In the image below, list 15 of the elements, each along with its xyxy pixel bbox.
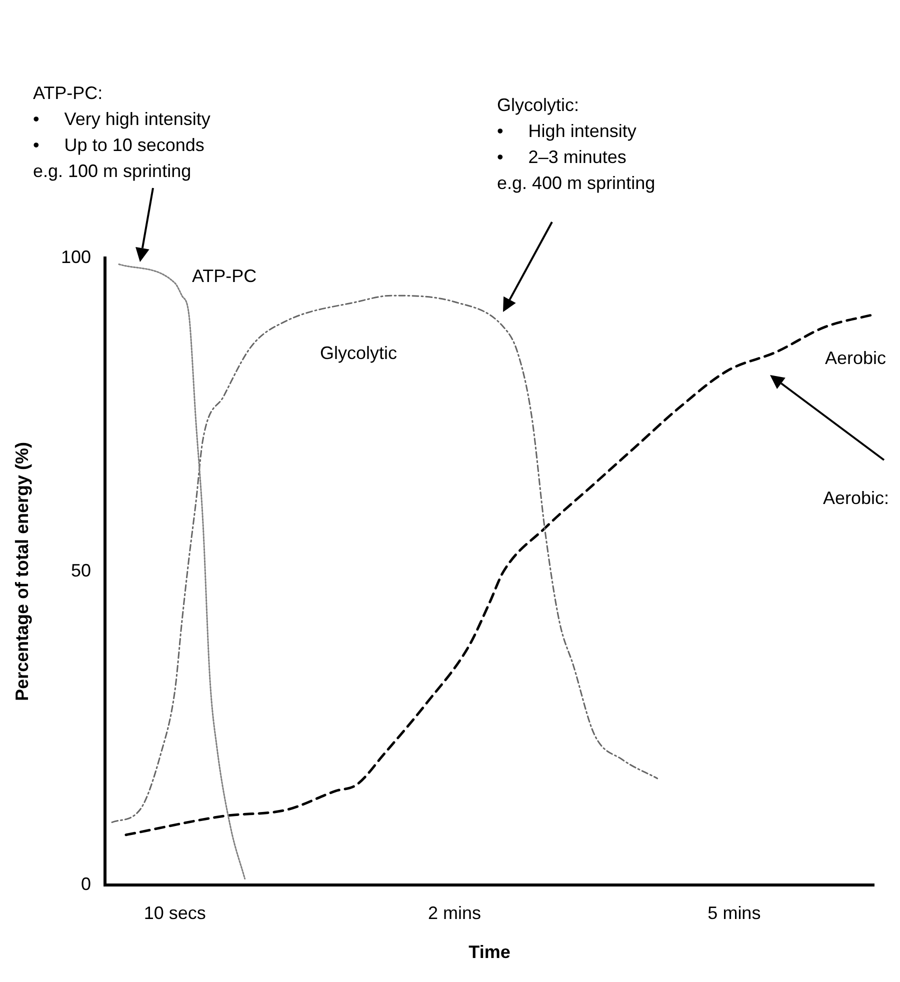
y-axis-title: Percentage of total energy (%) [12, 442, 32, 702]
annotation: Aerobic: [823, 487, 890, 510]
x-axis-title: Time [468, 942, 510, 962]
y-tick-label: 100 [60, 246, 91, 267]
x-tick-label: 5 mins [708, 902, 761, 923]
series-label: ATP-PC [192, 266, 257, 286]
line-series [111, 294, 658, 824]
series-label: Glycolytic [320, 342, 398, 363]
y-tick-label: 50 [70, 560, 91, 580]
text: Glycolytic: • High intensity • 2–3 minutes e.g. 400 m sprinting [497, 94, 656, 195]
text: ATP-PC: • Very high intensity • Up to 10 seconds e.g. 100 m sprinting [33, 82, 210, 183]
x-tick-label: 10 secs [144, 902, 206, 923]
y-tick-label: 0 [80, 874, 91, 894]
x-tick-label: 2 mins [428, 902, 482, 923]
series-label: Aerobic [825, 348, 886, 368]
